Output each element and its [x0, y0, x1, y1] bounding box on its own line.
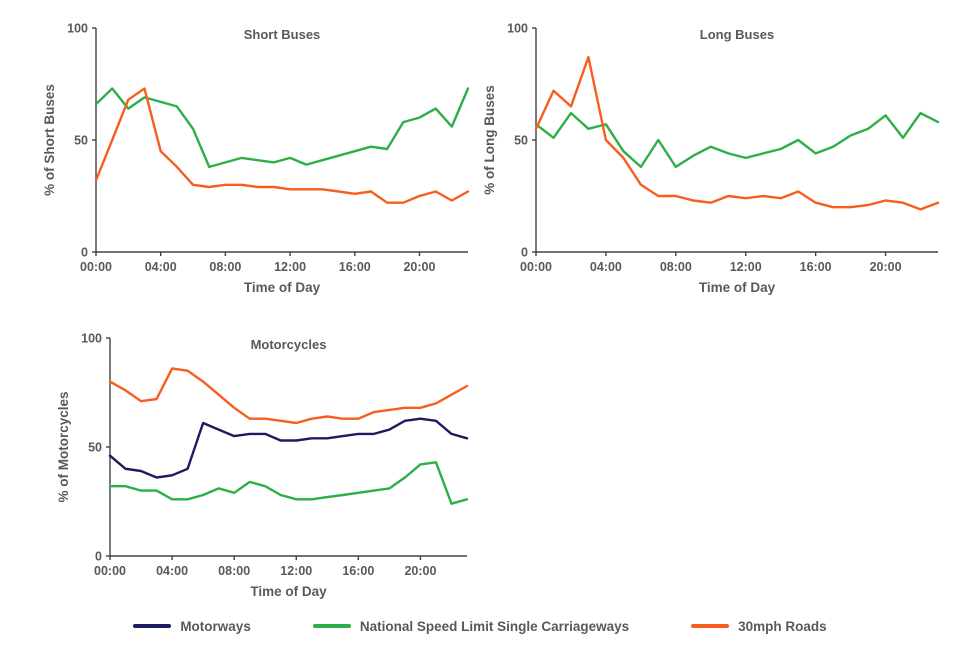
- y-axis-title: % of Short Buses: [42, 84, 57, 196]
- chart-long-buses: Long Buses 0 50 100 00:00 04:00 08:00 12:00 16:0…: [480, 6, 950, 308]
- charts-page: Short Buses 0 50 100 00:00 04:00 08:00 12:00 16:…: [0, 6, 960, 638]
- chart-svg-short-buses: Short Buses 0 50 100 00:00 04:00 08:00 12:00 16:…: [42, 22, 470, 295]
- x-tick-label: 08:00: [218, 564, 250, 578]
- y-axis-title: % of Long Buses: [482, 85, 497, 195]
- x-tick-label: 20:00: [403, 260, 435, 274]
- x-axis-title: Time of Day: [250, 584, 327, 599]
- x-tick-label: 04:00: [590, 260, 622, 274]
- chart-legend: Motorways National Speed Limit Single Ca…: [0, 614, 960, 638]
- y-tick-label: 0: [81, 246, 88, 260]
- legend-swatch-motorways: [133, 624, 172, 628]
- x-tick-label: 16:00: [339, 260, 371, 274]
- series-line-nsl_single_carriageways: [534, 111, 940, 169]
- legend-item-motorways: Motorways: [133, 619, 251, 634]
- x-tick-label: 04:00: [145, 260, 177, 274]
- top-row: Short Buses 0 50 100 00:00 04:00 08:00 12:00 16:…: [0, 6, 960, 308]
- legend-label-motorways: Motorways: [180, 618, 251, 634]
- series-line-thirty_mph_roads: [534, 55, 940, 211]
- y-tick-label: 0: [521, 246, 528, 260]
- y-axis-title: % of Motorcycles: [56, 391, 71, 502]
- x-tick-label: 16:00: [342, 564, 374, 578]
- chart-motorcycles: Motorcycles 0 50 100 00:00 04:00 08:00 12:00 16:…: [54, 316, 479, 612]
- legend-label-30mph-roads: 30mph Roads: [738, 618, 827, 634]
- legend-label-nsl-single-carriageways: National Speed Limit Single Carriageways: [359, 618, 630, 634]
- x-tick-label: 08:00: [209, 260, 241, 274]
- legend-swatch-nsl-single-carriageways: [312, 624, 351, 628]
- x-tick-label: 12:00: [274, 260, 306, 274]
- chart-svg-long-buses: Long Buses 0 50 100 00:00 04:00 08:00 12:00 16:0…: [482, 22, 940, 295]
- series-line-motorways: [108, 417, 469, 479]
- legend-item-30mph-roads: 30mph Roads: [691, 619, 827, 634]
- x-tick-label: 04:00: [156, 564, 188, 578]
- legend-swatch-30mph-roads: [691, 624, 730, 628]
- bottom-row: Motorcycles 0 50 100 00:00 04:00 08:00 12:00 16:…: [0, 316, 960, 612]
- chart-title: Long Buses: [700, 27, 774, 42]
- y-tick-label: 100: [81, 332, 102, 346]
- y-tick-label: 50: [88, 441, 102, 455]
- y-tick-label: 50: [514, 134, 528, 148]
- x-tick-label: 12:00: [730, 260, 762, 274]
- x-tick-label: 16:00: [800, 260, 832, 274]
- series-line-thirty_mph_roads: [94, 87, 470, 204]
- x-tick-label: 00:00: [80, 260, 112, 274]
- series-line-thirty_mph_roads: [108, 367, 469, 425]
- x-tick-label: 08:00: [660, 260, 692, 274]
- x-tick-label: 20:00: [404, 564, 436, 578]
- chart-short-buses: Short Buses 0 50 100 00:00 04:00 08:00 12:00 16:…: [40, 6, 480, 308]
- y-tick-label: 50: [74, 134, 88, 148]
- legend-item-nsl-single-carriageways: National Speed Limit Single Carriageways: [312, 618, 630, 634]
- chart-title: Short Buses: [244, 27, 321, 42]
- x-tick-label: 00:00: [94, 564, 126, 578]
- y-tick-label: 100: [507, 22, 528, 36]
- x-tick-label: 00:00: [520, 260, 552, 274]
- y-tick-label: 100: [67, 22, 88, 36]
- series-line-nsl_single_carriageways: [94, 87, 470, 169]
- x-tick-label: 20:00: [870, 260, 902, 274]
- x-axis-title: Time of Day: [699, 280, 776, 295]
- chart-title: Motorcycles: [251, 337, 327, 352]
- chart-svg-motorcycles: Motorcycles 0 50 100 00:00 04:00 08:00 12:00 16:…: [56, 332, 469, 599]
- y-tick-label: 0: [95, 550, 102, 564]
- x-tick-label: 12:00: [280, 564, 312, 578]
- x-axis-title: Time of Day: [244, 280, 321, 295]
- series-line-nsl_single_carriageways: [108, 461, 469, 505]
